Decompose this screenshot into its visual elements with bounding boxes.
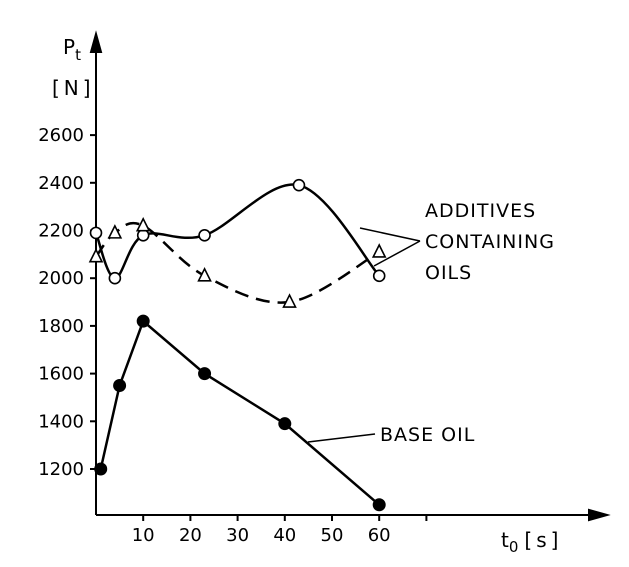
data-point-open-circle [372,269,386,283]
data-point-triangle [371,243,387,258]
data-point-filled-circle [372,498,386,512]
data-point-filled-circle [94,462,108,476]
data-point-triangle [107,224,123,239]
x-axis-arrow [588,508,611,522]
data-point-triangle [88,247,104,263]
data-point-triangle [135,216,151,232]
leader-line [373,240,421,267]
x-tick-label: 30 [226,525,249,546]
annotation-line-3: OILS [425,262,472,284]
x-tick-label: 40 [273,525,296,546]
y-axis-unit: [N] [52,76,95,100]
axes [89,30,611,522]
data-point-filled-circle [198,367,212,381]
x-tick-label: 20 [179,525,202,546]
annotation-label: BASE OIL [380,424,475,446]
x-tick-label: 50 [321,525,344,546]
data-point-filled-circle [278,417,292,431]
leader-line [307,433,376,443]
annotation-base-oil: BASE OIL [307,424,475,446]
y-tick-label: 2400 [38,173,84,194]
series-curve-base-oil [99,319,381,506]
plot-area [88,178,387,512]
data-point-filled-circle [113,379,127,393]
series-markers [88,178,387,512]
leader-line [359,227,421,242]
data-point-filled-circle [136,314,150,328]
y-tick-label: 2600 [38,125,84,146]
y-tick-label: 2000 [38,268,84,289]
x-tick-label: 60 [368,525,391,546]
y-tick-label: 2200 [38,221,84,242]
data-point-triangle [282,293,297,308]
y-axis-title: Pt [63,35,81,64]
data-point-open-circle [292,178,306,192]
data-point-open-circle [89,226,103,240]
x-axis-title: t0 [s] [501,528,562,556]
x-tick-label: 10 [132,525,155,546]
data-point-triangle [197,267,212,282]
x-ticks: 10 20 30 40 50 60 [132,515,428,546]
y-tick-label: 1600 [38,364,84,385]
annotation-additives: ADDITIVES CONTAINING OILS [359,200,555,284]
y-ticks: 1200 1400 1600 1800 2000 2200 2400 2600 [38,125,96,480]
y-tick-label: 1200 [38,459,84,480]
annotation-line-2: CONTAINING [425,231,555,253]
data-point-open-circle [108,271,122,285]
annotation-line-1: ADDITIVES [425,200,536,222]
y-tick-label: 1400 [38,411,84,432]
y-tick-label: 1800 [38,316,84,337]
y-axis-arrow [89,30,103,53]
data-point-open-circle [198,228,211,242]
